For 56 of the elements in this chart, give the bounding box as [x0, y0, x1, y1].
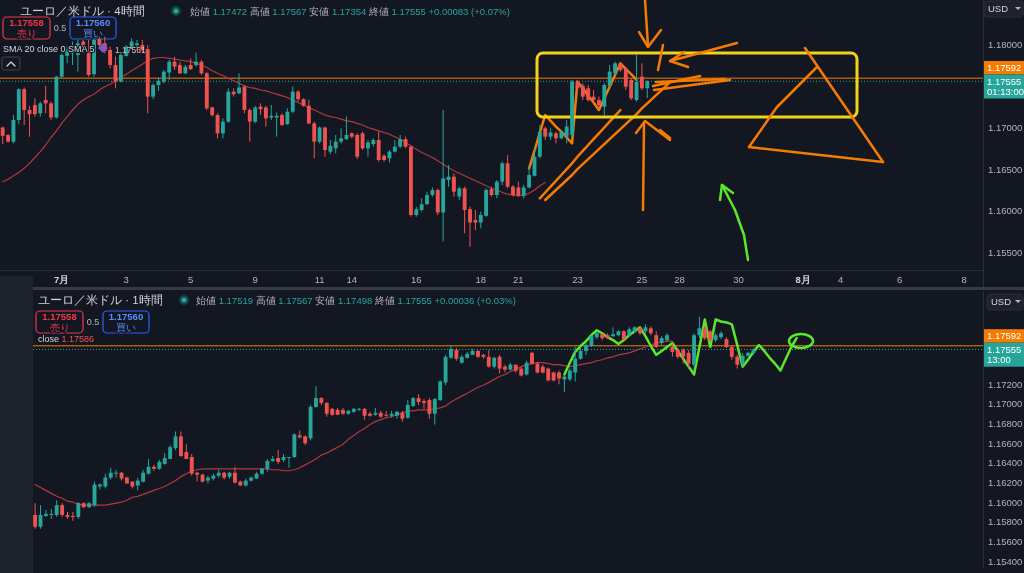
x-tick-label: 8月: [795, 274, 811, 285]
y-tick-label: 1.16400: [988, 457, 1023, 469]
annotation: 0.5: [86, 317, 100, 327]
x-tick-label: 7月: [54, 274, 70, 285]
ref-line-label: 1.17555 01:13:00: [987, 75, 1024, 97]
y-tick-label: 1.17200: [988, 378, 1023, 390]
x-tick-label: 30: [733, 274, 744, 285]
line-series: [543, 82, 671, 202]
annotation: 売り: [49, 321, 70, 333]
x-tick-label: 25: [636, 274, 648, 285]
y-tick-label: 1.15600: [988, 535, 1023, 547]
annotation: 売り: [16, 27, 37, 39]
y-tick-label: 1.18000: [988, 38, 1023, 50]
x-tick-label: 5: [188, 274, 194, 285]
y-tick-label: 1.16800: [988, 418, 1023, 430]
annotation: 1.17558: [9, 17, 44, 28]
y-tick-label: 1.16000: [988, 496, 1023, 508]
text: 始値 1.17472 高値 1.17567 安値 1.17354 終値 1.17555 +0.00083 (+0.07%): [190, 6, 510, 17]
x-tick-label: 14: [346, 274, 358, 285]
text: USD: [991, 296, 1012, 307]
text: 始値 1.17519 高値 1.17567 安値 1.17498 終値 1.17555 +0.00036 (+0.03%): [196, 295, 516, 306]
annotation: 1.17560: [75, 17, 111, 28]
x-tick-label: 16: [411, 274, 422, 285]
chart-title: ユーロ／米ドル · 4時間: [20, 5, 145, 18]
ref-line-label: 1.17592: [987, 330, 1022, 342]
line-series: [2, 56, 546, 197]
x-tick-label: 6: [897, 274, 903, 285]
y-tick-label: 1.16600: [988, 437, 1023, 449]
annotation: 0.5: [53, 23, 67, 33]
chart-title: ユーロ／米ドル · 1時間: [38, 294, 163, 307]
text: USD: [988, 3, 1009, 14]
y-tick-label: 1.17000: [988, 398, 1023, 410]
y-tick-label: 1.16500: [988, 163, 1023, 175]
x-tick-label: 23: [572, 274, 583, 285]
ref-line-label: 1.17555 13:00: [987, 343, 1022, 366]
y-tick-label: 1.15500: [988, 247, 1023, 258]
y-tick-label: 1.16200: [988, 477, 1023, 489]
x-tick-label: 3: [123, 274, 129, 285]
annotation: 買い: [116, 321, 136, 333]
line-series: [538, 108, 622, 200]
annotation: 1.17558: [42, 311, 77, 322]
annotation: 買い: [83, 27, 103, 39]
y-tick-label: 1.16000: [988, 205, 1023, 217]
x-tick-label: 4: [838, 274, 844, 285]
ref-line-label: 1.17592: [987, 62, 1022, 73]
x-tick-label: 8: [961, 274, 967, 285]
y-tick-label: 1.17000: [988, 122, 1023, 133]
y-tick-label: 1.15400: [988, 555, 1023, 567]
annotation: 1.17560: [108, 311, 144, 322]
x-tick-label: 11: [314, 274, 325, 285]
annotation: close 1.17586: [38, 334, 95, 344]
x-tick-label: 28: [674, 274, 685, 285]
x-tick-label: 9: [252, 274, 258, 285]
x-tick-label: 18: [475, 274, 487, 285]
y-tick-label: 1.15800: [988, 516, 1023, 528]
x-tick-label: 21: [513, 274, 524, 285]
